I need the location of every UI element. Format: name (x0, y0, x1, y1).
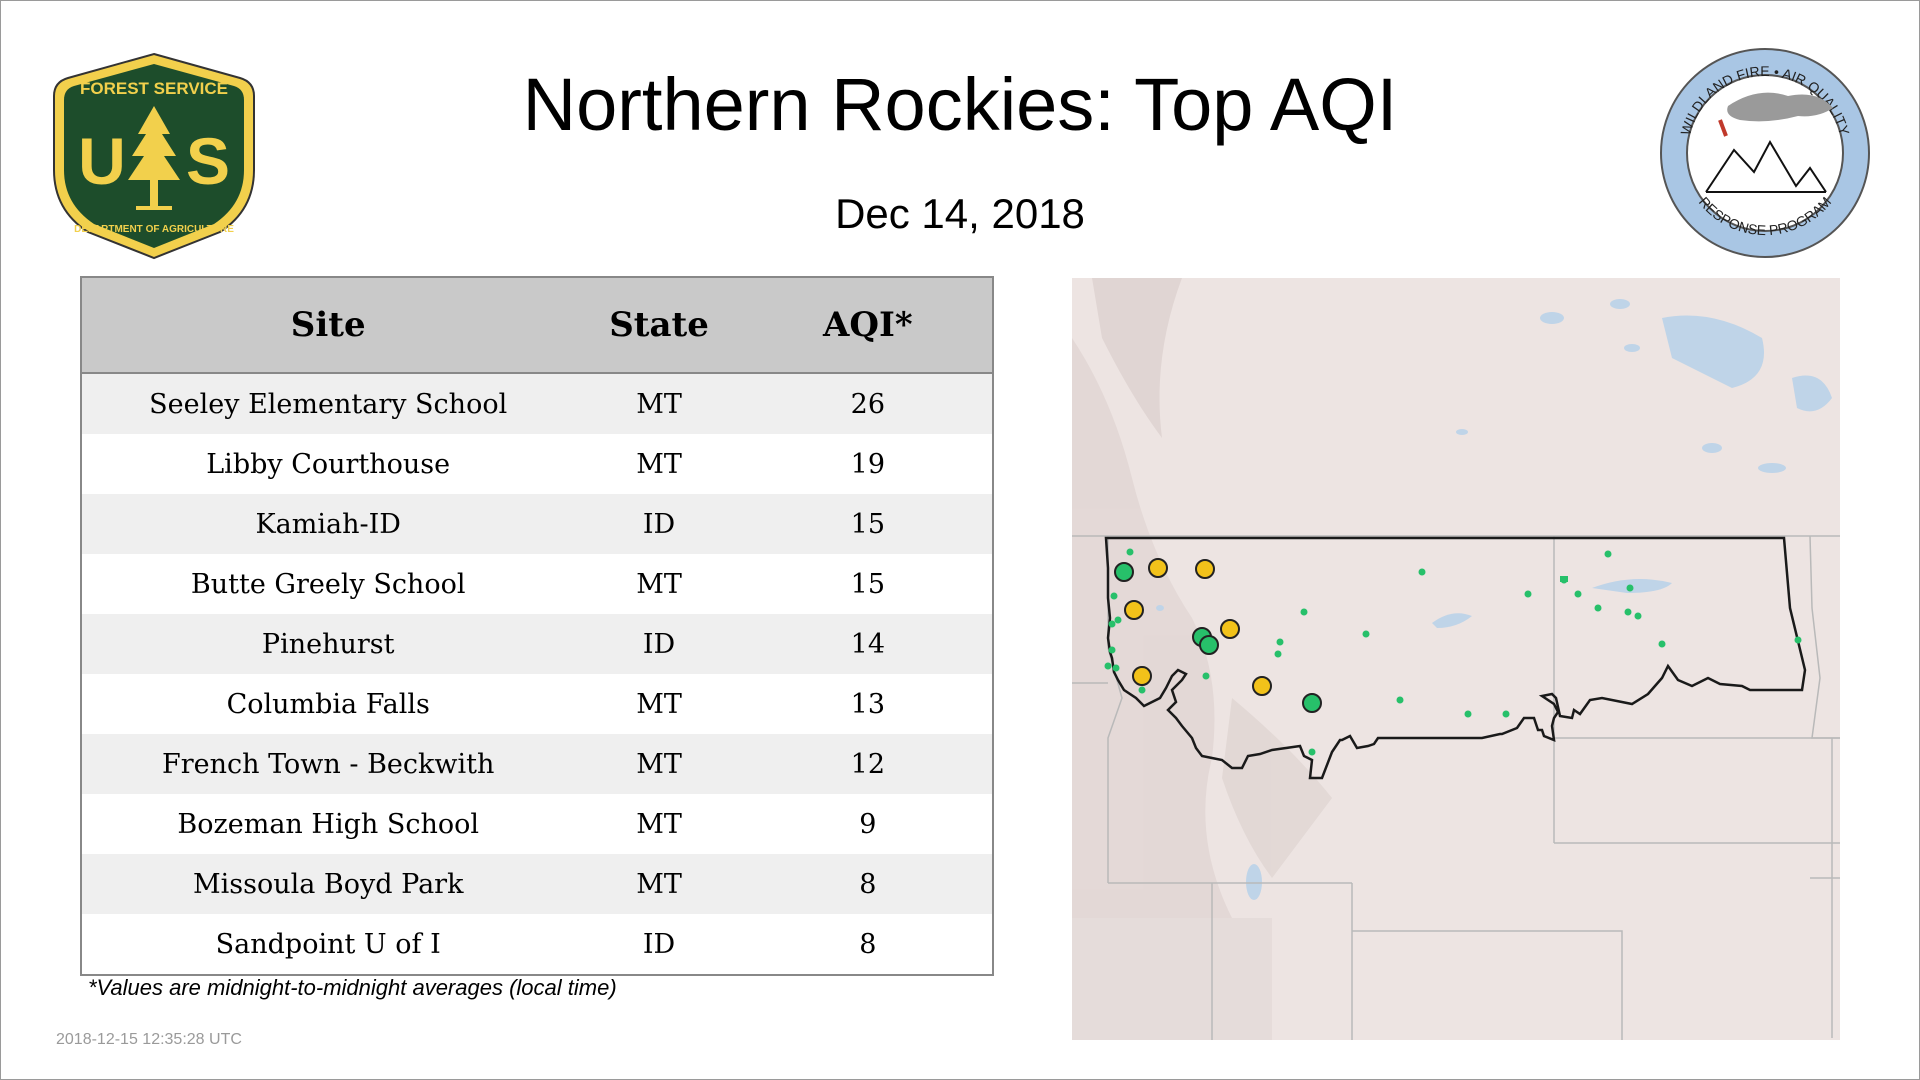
aqi-marker-moderate (1124, 600, 1144, 620)
cell-state: ID (642, 928, 676, 960)
monitor-dots-good (1104, 548, 1802, 756)
cell-state: MT (636, 868, 682, 900)
aqi-marker-moderate (1195, 559, 1215, 579)
table-row: Missoula Boyd Park MT 8 (82, 854, 992, 914)
usfs-bottom-text: DEPARTMENT OF AGRICULTURE (74, 224, 234, 235)
table-row: Bozeman High School MT 9 (82, 794, 992, 854)
cell-aqi: 12 (850, 748, 886, 780)
aqi-marker-moderate (1220, 619, 1240, 639)
cell-site: Bozeman High School (177, 808, 479, 840)
cell-state: MT (636, 748, 682, 780)
cell-aqi: 15 (850, 508, 886, 540)
cell-site: Pinehurst (261, 628, 395, 660)
usfs-shield-logo: FOREST SERVICE U S DEPARTMENT OF AGRICUL… (53, 52, 255, 260)
column-header-aqi: AQI* (743, 278, 992, 374)
cell-state: ID (642, 508, 676, 540)
cell-state: MT (636, 388, 682, 420)
table-row: Sandpoint U of I ID 8 (82, 914, 992, 974)
cell-site: Sandpoint U of I (215, 928, 441, 960)
tree-icon (128, 106, 180, 210)
cell-site: Seeley Elementary School (149, 388, 508, 420)
aqi-marker-good (1302, 693, 1322, 713)
cell-aqi: 15 (850, 568, 886, 600)
cell-aqi: 8 (859, 868, 877, 900)
table-row: Columbia Falls MT 13 (82, 674, 992, 734)
aqi-monitor-map (1072, 278, 1840, 1040)
usfs-letter-u: U (78, 124, 126, 198)
generated-timestamp: 2018-12-15 12:35:28 UTC (56, 1031, 242, 1048)
column-header-state: State (574, 278, 744, 374)
state-boundaries (1072, 535, 1840, 1040)
table-row: French Town - Beckwith MT 12 (82, 734, 992, 794)
table-row: Pinehurst ID 14 (82, 614, 992, 674)
cell-state: MT (636, 688, 682, 720)
aqi-marker-moderate (1148, 558, 1168, 578)
usfs-top-text: FOREST SERVICE (80, 79, 228, 98)
table-row: Libby Courthouse MT 19 (82, 434, 992, 494)
aqi-marker-moderate (1252, 676, 1272, 696)
cell-aqi: 14 (850, 628, 886, 660)
aqi-marker-good (1114, 562, 1134, 582)
table-row: Kamiah-ID ID 15 (82, 494, 992, 554)
aqi-marker-moderate (1132, 666, 1152, 686)
cell-site: Libby Courthouse (206, 448, 451, 480)
wildland-fire-air-quality-logo: WILDLAND FIRE • AIR QUALITY RESPONSE PRO… (1660, 48, 1870, 258)
table-header-row: Site State AQI* (82, 278, 992, 374)
cell-state: MT (636, 448, 682, 480)
report-date: Dec 14, 2018 (835, 190, 1085, 237)
usfs-letter-s: S (186, 124, 230, 198)
mountains-smoke-icon (1705, 92, 1833, 193)
cell-site: Missoula Boyd Park (192, 868, 464, 900)
cell-site: Columbia Falls (226, 688, 430, 720)
terrain-shading (1072, 278, 1332, 1040)
cell-site: Butte Greely School (190, 568, 466, 600)
cell-state: ID (642, 628, 676, 660)
cell-aqi: 19 (850, 448, 886, 480)
table-row: Seeley Elementary School MT 26 (82, 373, 992, 434)
cell-aqi: 13 (850, 688, 886, 720)
cell-state: MT (636, 568, 682, 600)
cell-state: MT (636, 808, 682, 840)
page-title: Northern Rockies: Top AQI (522, 63, 1398, 146)
aqi-markers (1114, 558, 1322, 713)
aqi-table: Site State AQI* Seeley Elementary School… (80, 276, 994, 976)
cell-aqi: 8 (859, 928, 877, 960)
aqi-marker-good (1199, 635, 1219, 655)
column-header-site: Site (82, 278, 575, 374)
cell-site: French Town - Beckwith (162, 748, 495, 780)
table-footnote: *Values are midnight-to-midnight average… (88, 975, 617, 1000)
cell-site: Kamiah-ID (255, 508, 401, 540)
table-row: Butte Greely School MT 15 (82, 554, 992, 614)
cell-aqi: 26 (850, 388, 886, 420)
region-outline (1104, 536, 1807, 780)
cell-aqi: 9 (859, 808, 877, 840)
